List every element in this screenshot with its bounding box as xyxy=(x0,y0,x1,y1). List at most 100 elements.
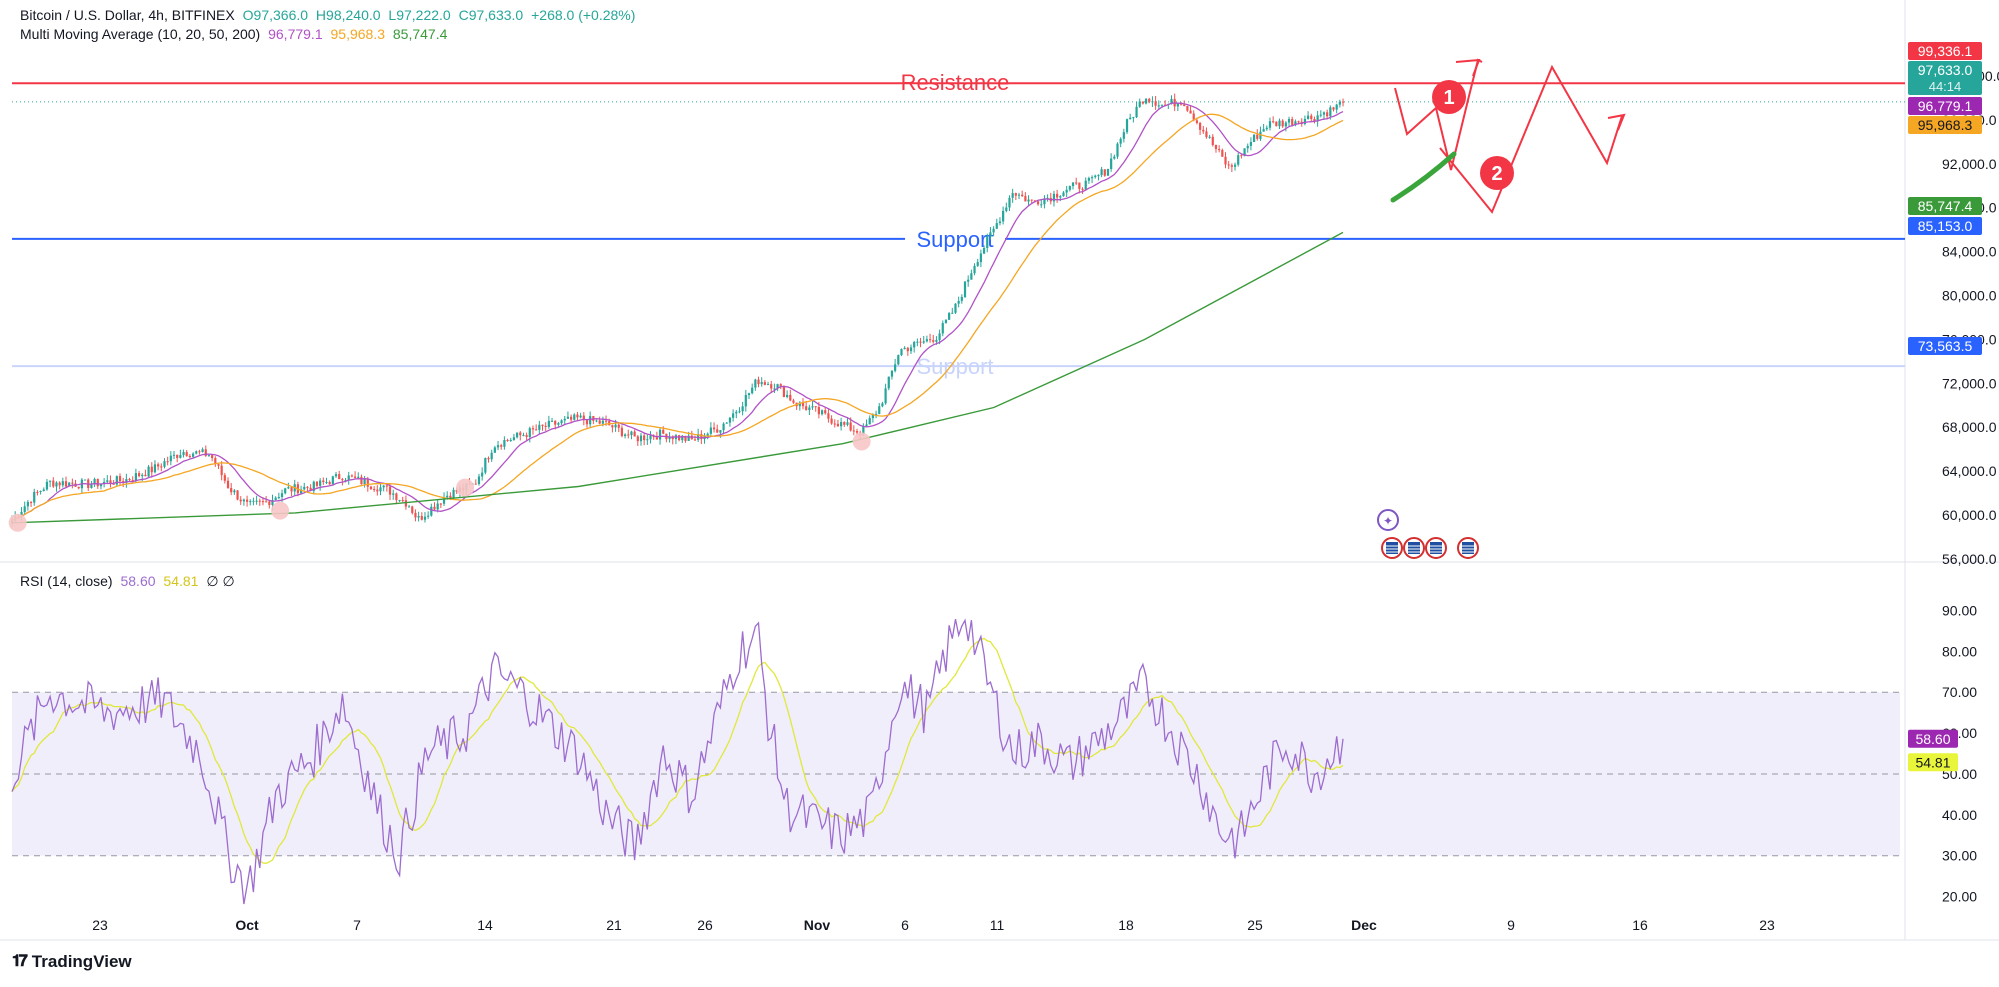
candle xyxy=(1154,101,1157,106)
candle xyxy=(589,416,592,425)
candle xyxy=(1192,113,1195,121)
candle xyxy=(1002,210,1005,222)
candle xyxy=(906,347,909,352)
candle xyxy=(986,236,989,249)
rsi-badge-label: 58.60 xyxy=(1915,731,1950,747)
candle xyxy=(433,506,436,510)
candle xyxy=(176,454,179,458)
candle xyxy=(1224,156,1227,165)
candle xyxy=(979,253,983,263)
candle xyxy=(239,499,242,502)
candle xyxy=(325,482,328,484)
candle xyxy=(1106,168,1110,176)
candle xyxy=(957,300,960,304)
candle xyxy=(1100,169,1103,176)
candle xyxy=(1287,118,1291,123)
candle xyxy=(566,416,570,419)
touch-marker xyxy=(456,478,475,497)
candle xyxy=(849,422,852,431)
candle xyxy=(970,273,973,280)
candle xyxy=(68,482,71,487)
candle xyxy=(878,406,881,414)
candle xyxy=(617,424,620,428)
candle xyxy=(477,476,481,485)
candle xyxy=(646,439,649,441)
candle xyxy=(1068,186,1071,190)
candle xyxy=(1278,120,1281,127)
candle xyxy=(1233,164,1237,167)
price-badge-label: 73,563.5 xyxy=(1918,338,1973,354)
candle xyxy=(1043,198,1046,205)
candle xyxy=(833,423,836,425)
candle xyxy=(1014,193,1017,196)
candle xyxy=(1087,178,1091,181)
time-axis-tick: 9 xyxy=(1507,917,1515,933)
candle xyxy=(547,420,550,427)
candle xyxy=(55,482,58,487)
candle xyxy=(61,481,64,486)
candle xyxy=(379,487,382,492)
candle xyxy=(884,388,887,404)
candle xyxy=(1132,117,1135,119)
annotation-marker xyxy=(1432,80,1466,114)
candle xyxy=(633,431,636,437)
candle xyxy=(1103,169,1106,176)
candle xyxy=(506,439,509,441)
candle xyxy=(1284,122,1287,127)
candle xyxy=(211,455,214,459)
candle xyxy=(776,384,779,389)
candle xyxy=(42,489,45,492)
candle xyxy=(744,395,747,407)
candle xyxy=(401,500,404,502)
time-axis-tick: Dec xyxy=(1351,917,1377,933)
touch-marker xyxy=(8,513,27,532)
candle xyxy=(840,422,843,427)
price-badge-label: 96,779.1 xyxy=(1918,98,1973,114)
candle xyxy=(112,483,115,485)
price-axis-tick: 68,000.0 xyxy=(1942,419,1997,435)
candle xyxy=(846,422,849,425)
candle xyxy=(989,232,992,237)
candle xyxy=(1071,182,1075,187)
candle xyxy=(709,427,712,434)
rsi-axis-tick: 30.00 xyxy=(1942,848,1977,864)
candle xyxy=(1218,149,1221,151)
candle xyxy=(1129,117,1132,120)
candle xyxy=(26,502,29,507)
candle xyxy=(280,493,284,498)
candle xyxy=(1094,175,1097,178)
candle xyxy=(938,333,941,340)
low-value: L97,222.0 xyxy=(388,7,451,23)
candle xyxy=(528,428,531,437)
candle xyxy=(160,466,163,468)
candle xyxy=(960,296,963,301)
candle xyxy=(452,489,455,499)
symbol-name: Bitcoin / U.S. Dollar, 4h, BITFINEX xyxy=(20,7,235,23)
candle xyxy=(125,479,128,483)
time-axis-tick: Oct xyxy=(235,917,259,933)
price-badge-label: 97,633.0 xyxy=(1918,62,1973,78)
candle xyxy=(423,516,427,520)
candle xyxy=(118,476,122,482)
candle xyxy=(925,339,929,342)
candle xyxy=(1144,98,1148,104)
projection-path-1 xyxy=(1394,58,1483,171)
candle xyxy=(261,501,265,503)
rsi-badge xyxy=(1908,729,1958,748)
candle xyxy=(1078,182,1081,189)
candle xyxy=(585,420,589,425)
candle xyxy=(760,382,763,385)
candle xyxy=(49,480,52,482)
time-axis-tick: 18 xyxy=(1118,917,1134,933)
candle xyxy=(83,479,87,481)
candle xyxy=(1024,196,1027,202)
candle xyxy=(576,414,579,418)
ma20-line xyxy=(11,113,1344,522)
price-axis-tick: 64,000.0 xyxy=(1942,463,1997,479)
candle xyxy=(430,506,433,516)
candle xyxy=(1322,112,1326,115)
candle xyxy=(639,435,643,442)
tradingview-logo-icon: 𝟏𝟕 xyxy=(12,953,28,970)
